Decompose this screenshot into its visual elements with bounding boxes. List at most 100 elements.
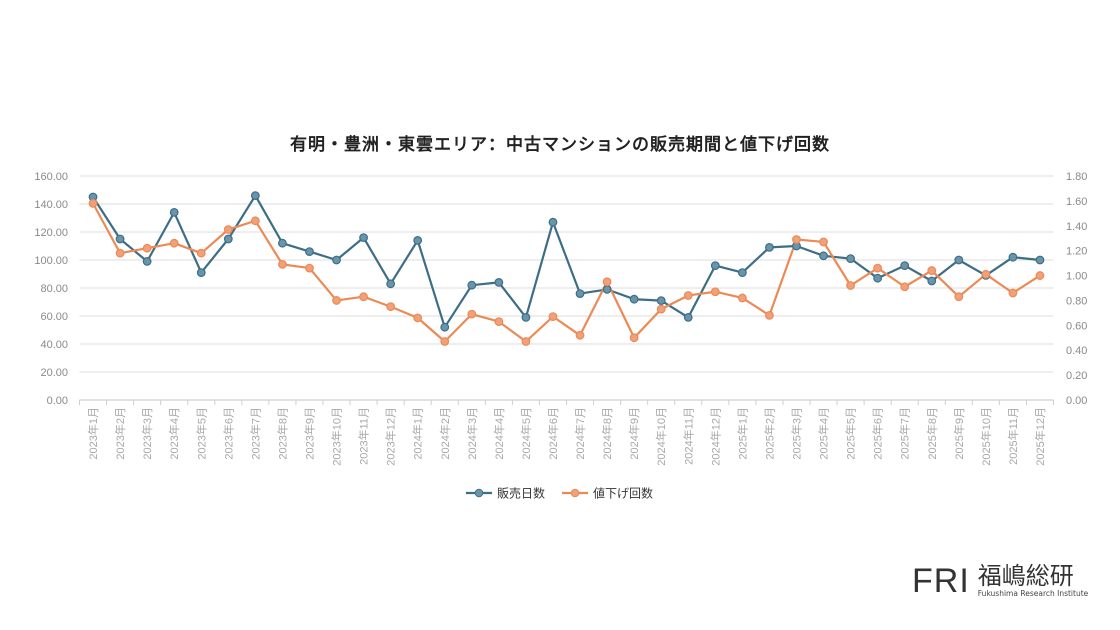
data-point [954, 255, 964, 265]
data-point [521, 337, 531, 346]
data-point [656, 304, 666, 314]
x-tick-label: 2023年3月 [140, 407, 154, 460]
data-point [602, 277, 612, 287]
logo: FRI 福嶋総研 Fukushima Research Institute [912, 563, 1088, 598]
x-tick-label: 2025年1月 [735, 407, 749, 460]
data-point [440, 322, 450, 332]
data-point [467, 309, 477, 319]
data-point [494, 317, 504, 327]
legend-label: 販売日数 [497, 486, 545, 501]
x-tick-label: 2025年8月 [925, 407, 939, 460]
data-point [359, 233, 368, 243]
data-point [792, 235, 801, 244]
data-point [115, 234, 125, 244]
y-right-tick-label: 0.80 [1066, 295, 1087, 307]
x-tick-label: 2025年12月 [1033, 407, 1047, 466]
x-tick-label: 2023年4月 [167, 407, 181, 460]
x-tick-label: 2024年7月 [573, 407, 587, 460]
x-tick-label: 2024年10月 [654, 407, 668, 466]
data-point [196, 268, 206, 278]
data-point [737, 293, 747, 303]
data-point [765, 242, 774, 252]
data-point [873, 263, 883, 273]
data-point [629, 333, 639, 343]
data-point [467, 280, 477, 290]
y-left-tick-label: 100.00 [34, 255, 68, 267]
data-point [765, 310, 774, 320]
x-tick-label: 2025年11月 [1006, 407, 1020, 465]
x-tick-label: 2024年8月 [600, 407, 614, 460]
data-point [900, 261, 910, 271]
data-point [954, 292, 964, 302]
x-tick-label: 2024年3月 [465, 407, 479, 460]
data-point [494, 278, 504, 287]
x-tick-label: 2024年4月 [492, 407, 506, 460]
y-right-tick-label: 1.60 [1066, 196, 1087, 208]
data-point [196, 248, 206, 258]
data-point [710, 287, 720, 297]
y-left-tick-label: 80.00 [40, 283, 68, 295]
y-right-tick-label: 0.60 [1066, 320, 1087, 332]
data-point [305, 247, 314, 257]
x-tick-label: 2024年2月 [438, 407, 452, 460]
data-point [602, 285, 612, 294]
data-point [1008, 252, 1018, 262]
x-tick-label: 2023年5月 [194, 407, 208, 460]
data-point [1035, 271, 1045, 280]
data-point [115, 248, 125, 258]
data-point [1008, 288, 1018, 298]
y-right-tick-label: 1.80 [1066, 171, 1087, 183]
data-point [278, 238, 287, 248]
logo-name-en: Fukushima Research Institute [977, 589, 1089, 598]
data-point [169, 207, 179, 217]
x-tick-label: 2025年9月 [952, 407, 966, 460]
data-point [819, 237, 828, 247]
data-point [629, 294, 639, 304]
x-tick-label: 2024年6月 [546, 407, 560, 460]
data-point [223, 234, 233, 244]
data-point [332, 255, 341, 265]
x-tick-label: 2024年12月 [708, 407, 722, 466]
data-point [683, 313, 693, 322]
y-right-tick-label: 0.40 [1066, 345, 1087, 357]
x-tick-label: 2023年11月 [357, 407, 371, 465]
y-left-tick-label: 40.00 [40, 339, 68, 351]
data-point [683, 291, 693, 300]
data-point [548, 217, 558, 227]
data-point [250, 191, 260, 201]
data-point [927, 276, 937, 286]
data-point [332, 296, 341, 305]
chart-title: 有明・豊洲・東雲エリア：中古マンションの販売期間と値下げ回数 [290, 135, 830, 155]
logo-name-jp: 福嶋総研 [977, 562, 1074, 590]
x-tick-label: 2023年9月 [302, 407, 316, 460]
x-tick-label: 2025年2月 [762, 407, 776, 460]
x-tick-label: 2025年10月 [979, 407, 993, 466]
legend-label: 値下げ回数 [593, 486, 653, 501]
data-point [981, 269, 991, 279]
data-point [169, 238, 179, 248]
x-tick-label: 2025年4月 [817, 407, 831, 460]
x-tick-label: 2024年5月 [519, 407, 533, 460]
x-tick-label: 2024年9月 [627, 407, 641, 460]
data-point [142, 257, 152, 266]
x-tick-label: 2023年12月 [384, 407, 398, 466]
data-point [413, 313, 423, 323]
data-point [575, 330, 585, 340]
data-point [575, 289, 585, 299]
data-point [305, 263, 314, 273]
data-point [88, 198, 98, 208]
data-point [386, 279, 396, 289]
data-point [710, 261, 720, 271]
data-point [142, 243, 152, 253]
y-left-tick-label: 120.00 [34, 227, 68, 239]
y-right-tick-label: 1.00 [1066, 271, 1087, 283]
y-right-tick-label: 1.20 [1066, 246, 1087, 258]
data-point [521, 313, 531, 322]
data-point [819, 251, 828, 261]
data-point [223, 225, 233, 234]
x-tick-label: 2025年5月 [844, 407, 858, 460]
legend-marker [570, 488, 580, 498]
y-left-tick-label: 60.00 [40, 311, 68, 323]
data-point [440, 337, 450, 346]
x-tick-label: 2023年10月 [330, 407, 344, 466]
